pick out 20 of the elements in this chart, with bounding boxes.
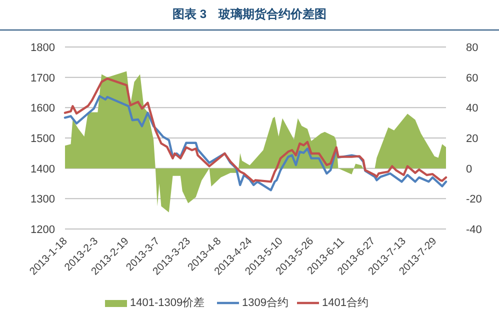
line-series <box>64 77 448 183</box>
line-series <box>64 95 448 192</box>
y-tick-label: 1700 <box>30 72 55 84</box>
y2-tick-label: 0 <box>466 163 472 176</box>
legend-label: 1309合约 <box>242 296 288 309</box>
y2-tick-label: -20 <box>466 194 482 206</box>
y2-tick-label: 60 <box>466 72 478 84</box>
y2-tick-label: 40 <box>466 102 478 115</box>
chart-title: 图表 3 玻璃期货合约价差图 <box>172 7 327 21</box>
y-tick-label: 1600 <box>30 102 55 115</box>
y2-tick-label: -40 <box>466 224 482 236</box>
y-tick-label: 1200 <box>30 224 55 236</box>
y2-tick-label: 80 <box>466 42 478 54</box>
y-tick-label: 1800 <box>30 42 55 54</box>
y-tick-label: 1300 <box>30 194 55 206</box>
legend-label: 1401-1309价差 <box>130 297 205 309</box>
legend-label: 1401合约 <box>322 296 368 309</box>
y-tick-label: 1400 <box>30 163 55 176</box>
y-tick-label: 1500 <box>30 133 55 145</box>
y2-tick-label: 20 <box>466 133 478 145</box>
